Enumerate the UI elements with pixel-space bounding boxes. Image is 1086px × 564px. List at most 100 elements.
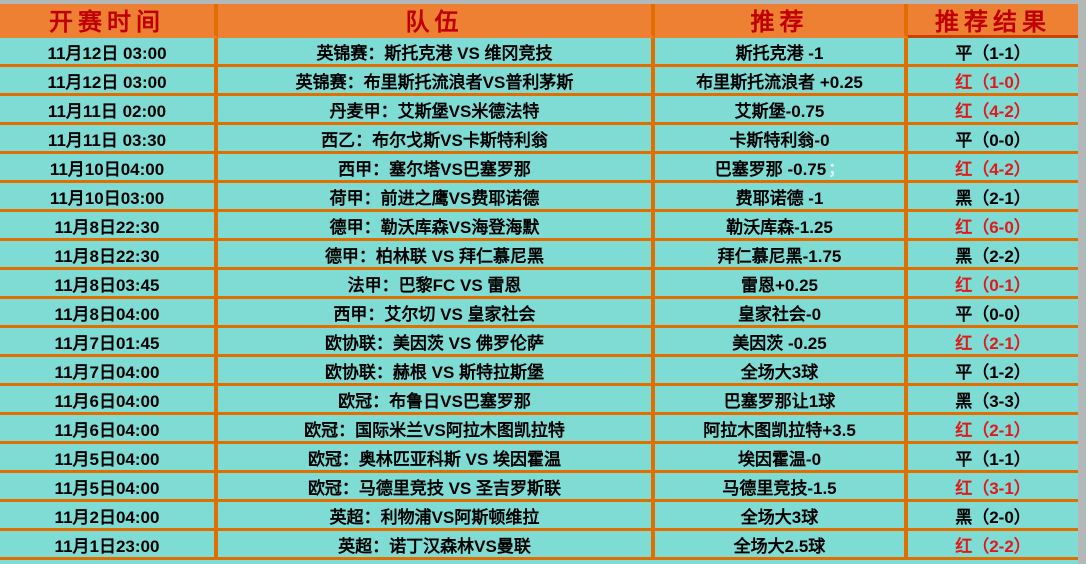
header-tip: 推荐 xyxy=(655,4,908,38)
cell-result: 平（1-1） xyxy=(908,444,1078,473)
cell-tip: 雷恩+0.25 xyxy=(655,270,908,299)
cell-result: 红（4-2） xyxy=(908,96,1078,125)
cell-teams: 丹麦甲：艾斯堡VS米德法特 xyxy=(218,96,655,125)
cell-result: 红（4-2） xyxy=(908,154,1078,183)
cell-start-time: 11月8日22:30 xyxy=(0,241,218,270)
match-row: 11月7日04:00 欧协联：赫根 VS 斯特拉斯堡 全场大3球 平（1-2） xyxy=(0,357,1078,386)
cell-result: 平（0-0） xyxy=(908,125,1078,154)
tips-table: 开赛时间 队伍 推荐 推荐结果 11月12日 03:00 英锦赛：斯托克港 VS … xyxy=(0,4,1078,560)
header-start-time: 开赛时间 xyxy=(0,4,218,38)
cell-result: 红（2-1） xyxy=(908,415,1078,444)
match-row: 11月2日04:00 英超：利物浦VS阿斯顿维拉 全场大3球 黑（2-0） xyxy=(0,502,1078,531)
cell-result: 黑（2-2） xyxy=(908,241,1078,270)
cell-start-time: 11月8日03:45 xyxy=(0,270,218,299)
cell-result: 黑（2-1） xyxy=(908,183,1078,212)
cell-result: 红（2-1） xyxy=(908,328,1078,357)
cell-result: 红（6-0） xyxy=(908,212,1078,241)
match-row: 11月11日 02:00 丹麦甲：艾斯堡VS米德法特 艾斯堡-0.75 红（4-2） xyxy=(0,96,1078,125)
header-teams: 队伍 xyxy=(218,4,655,38)
match-row: 11月1日23:00 英超：诺丁汉森林VS曼联 全场大2.5球 红（2-2） xyxy=(0,531,1078,560)
table-header-row: 开赛时间 队伍 推荐 推荐结果 xyxy=(0,4,1078,38)
cell-tip: 斯托克港 -1 xyxy=(655,38,908,67)
cell-tip: 卡斯特利翁-0 xyxy=(655,125,908,154)
cell-teams: 英超：利物浦VS阿斯顿维拉 xyxy=(218,502,655,531)
cell-start-time: 11月6日04:00 xyxy=(0,386,218,415)
cell-start-time: 11月12日 03:00 xyxy=(0,38,218,67)
cell-result: 红（1-0） xyxy=(908,67,1078,96)
cell-result: 红（0-1） xyxy=(908,270,1078,299)
cell-tip: 美因茨 -0.25 xyxy=(655,328,908,357)
cell-result: 黑（3-3） xyxy=(908,386,1078,415)
cell-tip: 勒沃库森-1.25 xyxy=(655,212,908,241)
match-row: 11月5日04:00 欧冠：奥林匹亚科斯 VS 埃因霍温 埃因霍温-0 平（1-1） xyxy=(0,444,1078,473)
cell-result: 红（2-2） xyxy=(908,531,1078,560)
cell-tip: 埃因霍温-0 xyxy=(655,444,908,473)
cell-teams: 欧冠：布鲁日VS巴塞罗那 xyxy=(218,386,655,415)
right-edge-strip xyxy=(1078,0,1086,564)
cell-teams: 欧协联：赫根 VS 斯特拉斯堡 xyxy=(218,357,655,386)
cell-result: 平（1-1） xyxy=(908,38,1078,67)
cell-start-time: 11月7日01:45 xyxy=(0,328,218,357)
cell-start-time: 11月6日04:00 xyxy=(0,415,218,444)
cell-start-time: 11月12日 03:00 xyxy=(0,67,218,96)
cell-start-time: 11月2日04:00 xyxy=(0,502,218,531)
cell-tip: 全场大3球 xyxy=(655,357,908,386)
cell-start-time: 11月7日04:00 xyxy=(0,357,218,386)
match-row: 11月8日03:45 法甲：巴黎FC VS 雷恩 雷恩+0.25 红（0-1） xyxy=(0,270,1078,299)
cell-start-time: 11月5日04:00 xyxy=(0,473,218,502)
cell-teams: 欧冠：马德里竞技 VS 圣吉罗斯联 xyxy=(218,473,655,502)
match-row: 11月8日22:30 德甲：勒沃库森VS海登海默 勒沃库森-1.25 红（6-0） xyxy=(0,212,1078,241)
cell-tip: 阿拉木图凯拉特+3.5 xyxy=(655,415,908,444)
match-row: 11月7日01:45 欧协联：美因茨 VS 佛罗伦萨 美因茨 -0.25 红（2-1） xyxy=(0,328,1078,357)
match-row: 11月8日22:30 德甲：柏林联 VS 拜仁慕尼黑 拜仁慕尼黑-1.75 黑（2-2… xyxy=(0,241,1078,270)
cell-tip: 全场大3球 xyxy=(655,502,908,531)
cell-start-time: 11月8日22:30 xyxy=(0,212,218,241)
stray-mark: ； xyxy=(828,161,845,178)
cell-start-time: 11月10日04:00 xyxy=(0,154,218,183)
match-row: 11月6日04:00 欧冠：布鲁日VS巴塞罗那 巴塞罗那让1球 黑（3-3） xyxy=(0,386,1078,415)
cell-tip: 巴塞罗那让1球 xyxy=(655,386,908,415)
cell-tip: 拜仁慕尼黑-1.75 xyxy=(655,241,908,270)
cell-teams: 西甲：艾尔切 VS 皇家社会 xyxy=(218,299,655,328)
match-row: 11月11日 03:30 西乙：布尔戈斯VS卡斯特利翁 卡斯特利翁-0 平（0-0） xyxy=(0,125,1078,154)
cell-start-time: 11月10日03:00 xyxy=(0,183,218,212)
cell-tip: 马德里竞技-1.5 xyxy=(655,473,908,502)
cell-tip: 全场大2.5球 xyxy=(655,531,908,560)
cell-teams: 英锦赛：斯托克港 VS 维冈竞技 xyxy=(218,38,655,67)
header-result: 推荐结果 xyxy=(908,4,1078,38)
cell-teams: 英锦赛：布里斯托流浪者VS普利茅斯 xyxy=(218,67,655,96)
cell-start-time: 11月5日04:00 xyxy=(0,444,218,473)
cell-start-time: 11月8日04:00 xyxy=(0,299,218,328)
cell-tip: 巴塞罗那 -0.75； xyxy=(655,154,908,183)
cell-start-time: 11月11日 02:00 xyxy=(0,96,218,125)
cell-teams: 欧冠：奥林匹亚科斯 VS 埃因霍温 xyxy=(218,444,655,473)
cell-teams: 西甲：塞尔塔VS巴塞罗那 xyxy=(218,154,655,183)
cell-result: 黑（2-0） xyxy=(908,502,1078,531)
match-row: 11月10日04:00 西甲：塞尔塔VS巴塞罗那 巴塞罗那 -0.75；红（4-2） xyxy=(0,154,1078,183)
match-row: 11月12日 03:00 英锦赛：斯托克港 VS 维冈竞技 斯托克港 -1 平（1-1… xyxy=(0,38,1078,67)
match-row: 11月12日 03:00 英锦赛：布里斯托流浪者VS普利茅斯 布里斯托流浪者 +0.… xyxy=(0,67,1078,96)
table-body: 11月12日 03:00 英锦赛：斯托克港 VS 维冈竞技 斯托克港 -1 平（1-1… xyxy=(0,38,1078,560)
cell-teams: 法甲：巴黎FC VS 雷恩 xyxy=(218,270,655,299)
cell-start-time: 11月11日 03:30 xyxy=(0,125,218,154)
cell-result: 平（0-0） xyxy=(908,299,1078,328)
cell-teams: 欧协联：美因茨 VS 佛罗伦萨 xyxy=(218,328,655,357)
match-row: 11月5日04:00 欧冠：马德里竞技 VS 圣吉罗斯联 马德里竞技-1.5 红（3-… xyxy=(0,473,1078,502)
cell-start-time: 11月1日23:00 xyxy=(0,531,218,560)
cell-result: 平（1-2） xyxy=(908,357,1078,386)
match-row: 11月10日03:00 荷甲：前进之鹰VS费耶诺德 费耶诺德 -1 黑（2-1） xyxy=(0,183,1078,212)
cell-tip: 艾斯堡-0.75 xyxy=(655,96,908,125)
cell-teams: 德甲：勒沃库森VS海登海默 xyxy=(218,212,655,241)
cell-teams: 德甲：柏林联 VS 拜仁慕尼黑 xyxy=(218,241,655,270)
cell-teams: 西乙：布尔戈斯VS卡斯特利翁 xyxy=(218,125,655,154)
top-edge-strip xyxy=(0,0,1086,4)
cell-tip: 布里斯托流浪者 +0.25 xyxy=(655,67,908,96)
cell-teams: 荷甲：前进之鹰VS费耶诺德 xyxy=(218,183,655,212)
cell-teams: 欧冠：国际米兰VS阿拉木图凯拉特 xyxy=(218,415,655,444)
match-row: 11月6日04:00 欧冠：国际米兰VS阿拉木图凯拉特 阿拉木图凯拉特+3.5 红（2… xyxy=(0,415,1078,444)
cell-teams: 英超：诺丁汉森林VS曼联 xyxy=(218,531,655,560)
cell-result: 红（3-1） xyxy=(908,473,1078,502)
cell-tip: 皇家社会-0 xyxy=(655,299,908,328)
cell-tip: 费耶诺德 -1 xyxy=(655,183,908,212)
